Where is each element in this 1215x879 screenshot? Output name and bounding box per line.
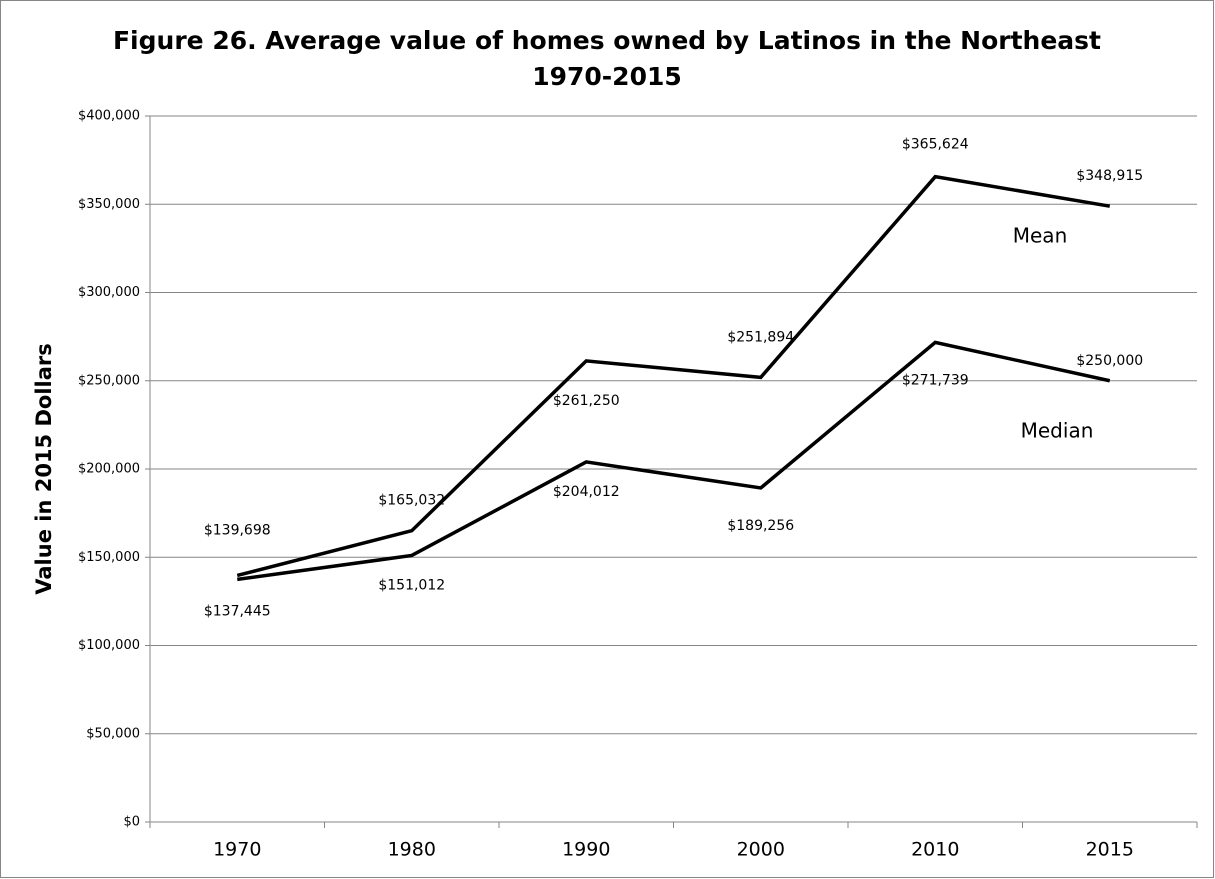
y-tick-label: $400,000: [78, 109, 140, 124]
y-tick-label: $100,000: [78, 638, 140, 653]
x-tick-label: 1980: [388, 839, 436, 861]
data-label: $251,894: [727, 329, 794, 345]
x-tick-label: 2000: [737, 839, 785, 861]
chart-title: Figure 26. Average value of homes owned …: [113, 26, 1101, 55]
data-label: $165,032: [378, 493, 445, 509]
data-label: $250,000: [1076, 353, 1143, 369]
y-tick-label: $50,000: [86, 726, 140, 741]
x-tick-label: 1990: [562, 839, 610, 861]
y-tick-label: $350,000: [78, 197, 140, 212]
chart-title: 1970-2015: [532, 62, 682, 91]
data-label: $348,915: [1076, 168, 1143, 184]
data-label: $261,250: [553, 393, 620, 409]
y-tick-label: $0: [123, 815, 140, 830]
x-tick-label: 1970: [213, 839, 261, 861]
x-tick-label: 2010: [911, 839, 959, 861]
data-label: $365,624: [902, 137, 969, 153]
y-tick-label: $250,000: [78, 373, 140, 388]
y-axis-title: Value in 2015 Dollars: [32, 343, 56, 594]
data-label: $189,256: [727, 518, 794, 534]
data-label: $137,445: [204, 603, 271, 619]
series-label: Mean: [1013, 224, 1068, 248]
data-label: $204,012: [553, 484, 620, 500]
line-series: [236, 174, 1111, 578]
y-tick-label: $200,000: [78, 462, 140, 477]
y-tick-label: $150,000: [78, 550, 140, 565]
data-label: $151,012: [378, 577, 445, 593]
data-label: $271,739: [902, 372, 969, 388]
series-label: Median: [1021, 419, 1094, 443]
x-tick-label: 2015: [1086, 839, 1134, 861]
line-series: [237, 340, 1111, 582]
data-label: $139,698: [204, 522, 271, 538]
y-tick-label: $300,000: [78, 285, 140, 300]
